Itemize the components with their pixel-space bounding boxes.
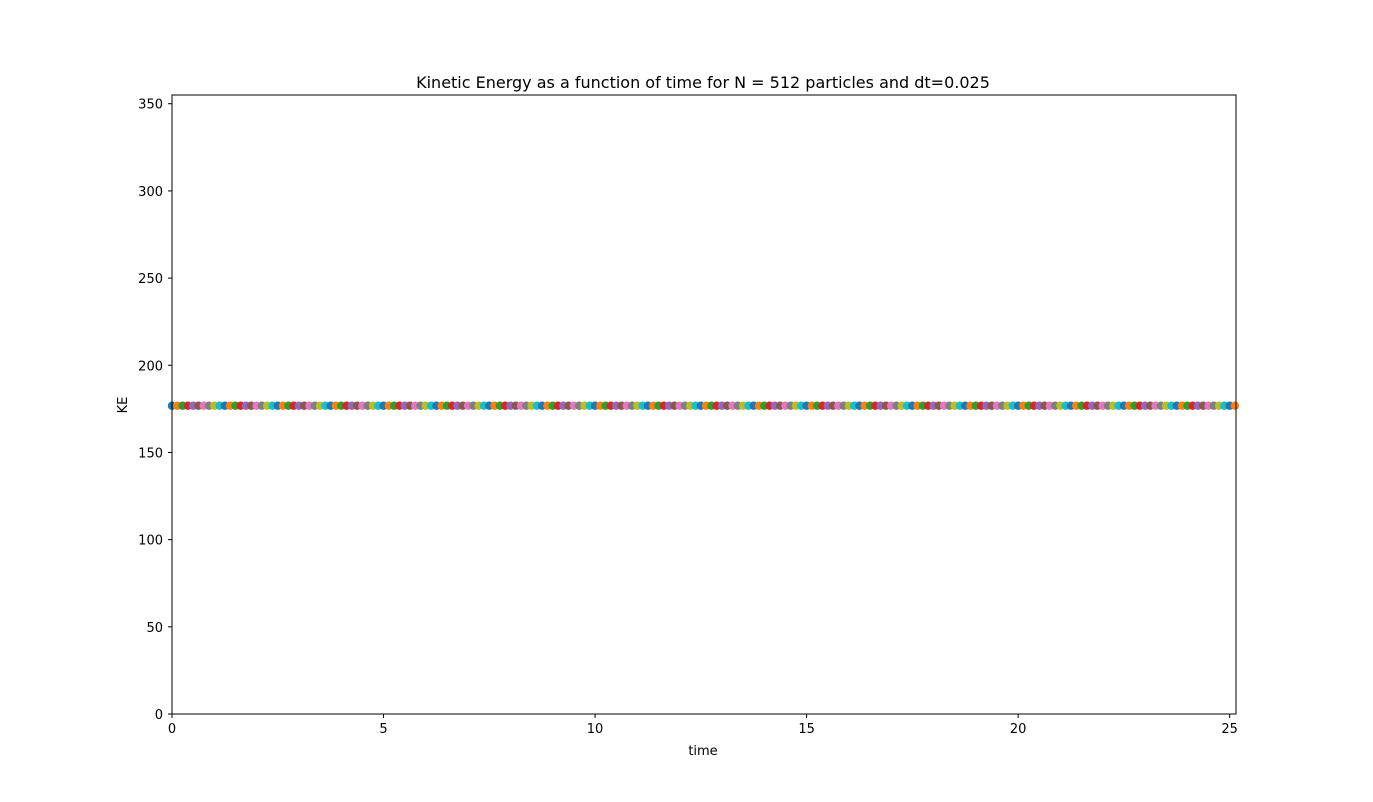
x-tick-label: 10 [587, 722, 604, 737]
y-tick-label: 350 [138, 98, 163, 113]
x-tick-label: 0 [168, 722, 176, 737]
y-axis-ticks: 0 50 100 150 200 250 300 350 [138, 98, 172, 723]
y-tick-label: 200 [138, 359, 163, 374]
chart-title: Kinetic Energy as a function of time for… [416, 73, 990, 92]
x-tick-label: 15 [798, 722, 815, 737]
x-axis-label: time [688, 744, 717, 759]
x-axis-ticks: 0 5 10 15 20 25 [168, 714, 1238, 737]
y-tick-label: 50 [146, 621, 163, 636]
y-tick-label: 150 [138, 446, 163, 461]
y-axis-label: KE [116, 397, 131, 414]
plot-area [167, 94, 1240, 715]
x-tick-label: 5 [379, 722, 387, 737]
x-tick-label: 25 [1221, 722, 1238, 737]
data-point [1230, 401, 1240, 410]
y-tick-label: 300 [138, 185, 163, 200]
y-tick-label: 250 [138, 272, 163, 287]
y-tick-label: 100 [138, 534, 163, 549]
y-tick-label: 0 [155, 708, 163, 723]
scatter-points [167, 401, 1240, 410]
x-tick-label: 20 [1010, 722, 1027, 737]
axes-frame [171, 94, 1237, 715]
